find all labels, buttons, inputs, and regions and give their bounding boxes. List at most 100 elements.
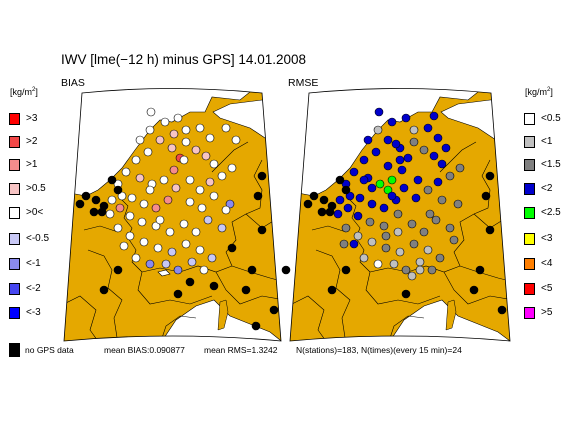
bias-legend-swatch xyxy=(9,207,20,219)
station-marker xyxy=(413,175,423,185)
station-marker xyxy=(160,117,170,127)
station-marker xyxy=(107,175,117,185)
station-marker xyxy=(281,265,291,275)
station-marker xyxy=(303,199,313,209)
bias-legend-label: <-3 xyxy=(26,307,41,318)
station-marker xyxy=(411,193,421,203)
no-gps-swatch xyxy=(9,343,20,357)
station-marker xyxy=(145,259,155,269)
station-marker xyxy=(173,289,183,299)
station-marker xyxy=(387,117,397,127)
station-marker xyxy=(433,177,443,187)
station-marker xyxy=(155,135,165,145)
bias-legend-label: <-1 xyxy=(26,258,41,269)
rmse-legend-swatch xyxy=(524,307,535,319)
mean-bias-text: mean BIAS:0.090877 xyxy=(104,345,185,355)
station-marker xyxy=(131,155,141,165)
station-marker xyxy=(319,195,329,205)
station-marker xyxy=(221,123,231,133)
station-marker xyxy=(335,175,345,185)
bias-legend-swatch xyxy=(9,233,20,245)
mean-rms-text: mean RMS=1.3242 xyxy=(204,345,278,355)
rmse-legend-label: <2.5 xyxy=(541,207,561,218)
station-marker xyxy=(159,175,169,185)
station-marker xyxy=(429,111,439,121)
station-marker xyxy=(155,215,165,225)
station-marker xyxy=(497,305,507,315)
station-marker xyxy=(179,155,189,165)
station-marker xyxy=(409,137,419,147)
rmse-map-frame xyxy=(289,88,511,342)
station-marker xyxy=(423,123,433,133)
station-marker xyxy=(395,247,405,257)
station-marker xyxy=(409,125,419,135)
station-marker xyxy=(435,253,445,263)
station-marker xyxy=(195,245,205,255)
station-marker xyxy=(187,257,197,267)
country-borders xyxy=(291,141,510,341)
station-marker xyxy=(391,139,401,149)
station-marker xyxy=(445,171,455,181)
station-marker xyxy=(195,185,205,195)
bias-legend-label: >0< xyxy=(26,207,44,218)
station-marker xyxy=(209,191,219,201)
station-marker xyxy=(113,265,123,275)
station-marker xyxy=(227,163,237,173)
station-marker xyxy=(139,237,149,247)
station-marker xyxy=(395,155,405,165)
bias-legend-swatch xyxy=(9,283,20,295)
station-marker xyxy=(153,243,163,253)
station-marker xyxy=(374,107,384,117)
station-marker xyxy=(173,113,183,123)
bias-legend-swatch xyxy=(9,307,20,319)
station-marker xyxy=(379,221,389,231)
station-marker xyxy=(475,265,485,275)
station-marker xyxy=(383,135,393,145)
station-marker xyxy=(427,265,437,275)
station-marker xyxy=(91,195,101,205)
station-marker xyxy=(135,135,145,145)
station-marker xyxy=(145,125,155,135)
station-marker xyxy=(221,205,231,215)
station-marker xyxy=(399,183,409,193)
station-marker xyxy=(379,203,389,213)
station-marker xyxy=(181,125,191,135)
station-marker xyxy=(441,143,451,153)
station-marker xyxy=(345,191,355,201)
station-marker xyxy=(423,185,433,195)
station-marker xyxy=(209,281,219,291)
station-marker xyxy=(353,231,363,241)
station-marker xyxy=(401,289,411,299)
station-marker xyxy=(423,245,433,255)
station-marker xyxy=(143,147,153,157)
bias-station-markers xyxy=(75,107,291,331)
rmse-legend-label: <3 xyxy=(541,233,553,244)
station-marker xyxy=(253,191,263,201)
station-marker xyxy=(171,183,181,193)
station-marker xyxy=(207,253,217,263)
bias-legend-label: <-2 xyxy=(26,283,41,294)
station-marker xyxy=(167,143,177,153)
station-marker xyxy=(415,265,425,275)
station-marker xyxy=(167,247,177,257)
bias-legend-label: <-0.5 xyxy=(26,233,50,244)
station-marker xyxy=(125,231,135,241)
station-marker xyxy=(113,185,123,195)
station-marker xyxy=(349,239,359,249)
station-marker xyxy=(179,219,189,229)
station-marker xyxy=(381,243,391,253)
station-marker xyxy=(373,125,383,135)
station-marker xyxy=(137,217,147,227)
station-marker xyxy=(205,177,215,187)
no-gps-label: no GPS data xyxy=(25,345,74,355)
station-marker xyxy=(131,253,141,263)
station-marker xyxy=(169,129,179,139)
bias-legend-swatch xyxy=(9,183,20,195)
station-marker xyxy=(163,195,173,205)
bias-legend-label: >0.5 xyxy=(26,183,46,194)
station-marker xyxy=(199,265,209,275)
station-marker xyxy=(247,265,257,275)
station-marker xyxy=(251,321,261,331)
station-marker xyxy=(185,175,195,185)
station-marker xyxy=(407,219,417,229)
